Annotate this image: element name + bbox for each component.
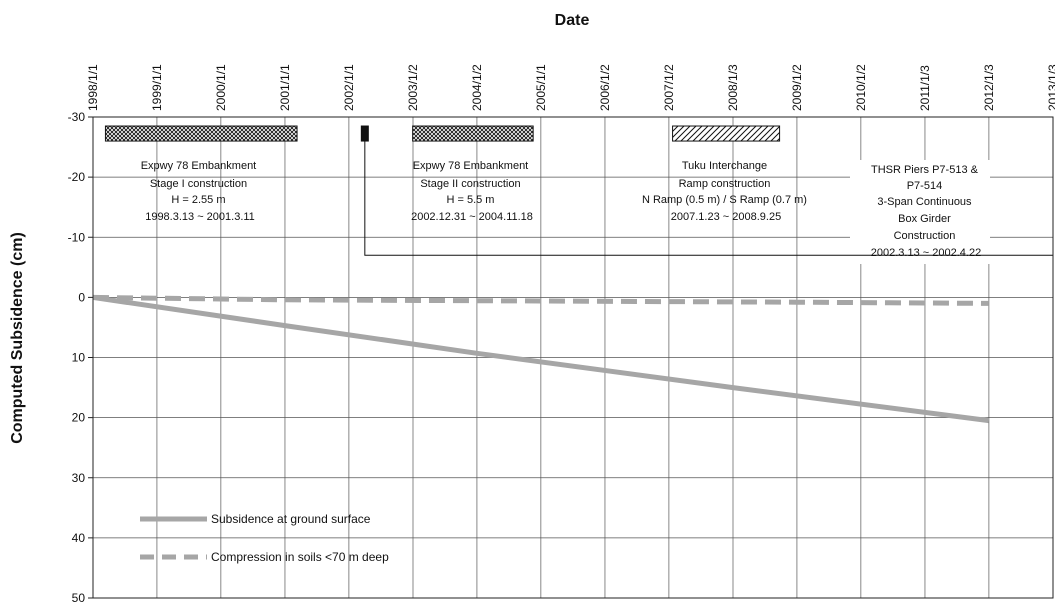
plot-frame bbox=[92, 116, 1054, 599]
x-tick-label: 2013/1/3 bbox=[1046, 64, 1055, 111]
x-tick-label: 2011/1/3 bbox=[918, 65, 932, 111]
thsr-leader-line bbox=[364, 141, 1053, 256]
x-tick-label: 2009/1/2 bbox=[790, 64, 804, 111]
x-tick-label: 2005/1/1 bbox=[534, 64, 548, 111]
annotation-tuku-line: N Ramp (0.5 m) / S Ramp (0.7 m) bbox=[642, 194, 807, 206]
x-tick-label: 2006/1/2 bbox=[598, 64, 612, 111]
annotation-stage2-line: H = 5.5 m bbox=[446, 194, 494, 206]
annotation-tuku: Tuku Interchange Ramp construction N Ram… bbox=[642, 160, 810, 223]
construction-bars bbox=[104, 125, 781, 142]
gridlines bbox=[88, 116, 1054, 599]
annotation-stage2-line: 2002.12.31 ~ 2004.11.18 bbox=[411, 211, 533, 223]
x-tick-label: 1998/1/1 bbox=[86, 64, 100, 111]
x-tick-label: 2012/1/3 bbox=[982, 64, 996, 111]
series-line-subsidence bbox=[92, 294, 990, 424]
x-tick-label: 2000/1/1 bbox=[214, 64, 228, 111]
annotation-thsr: THSR Piers P7-513 & P7-514 3-Span Contin… bbox=[871, 164, 981, 259]
annotation-thsr-line: THSR Piers P7-513 & bbox=[871, 164, 979, 176]
y-tick-label: 20 bbox=[72, 411, 86, 425]
series-lines bbox=[92, 294, 990, 424]
x-tick-label: 1999/1/1 bbox=[150, 64, 164, 111]
annotation-stage1-line: H = 2.55 m bbox=[171, 194, 225, 206]
x-tick-labels: 1998/1/1 1999/1/1 2000/1/1 2001/1/1 2002/1/1… bbox=[86, 64, 1055, 111]
y-tick-label: -30 bbox=[68, 110, 86, 124]
legend-label-compression: Compression in soils <70 m deep bbox=[211, 550, 389, 564]
annotation-stage1-line: 1998.3.13 ~ 2001.3.11 bbox=[145, 211, 255, 223]
x-tick-label: 2004/1/2 bbox=[470, 64, 484, 111]
construction-bar-stage2 bbox=[412, 125, 534, 142]
y-tick-label: 30 bbox=[72, 471, 86, 485]
x-tick-label: 2001/1/1 bbox=[278, 64, 292, 111]
annotation-thsr-line: Box Girder bbox=[898, 213, 951, 225]
leader-line bbox=[364, 141, 1053, 256]
construction-annotations: Expwy 78 Embankment Stage I construction… bbox=[141, 160, 990, 264]
legend-label-subsidence: Subsidence at ground surface bbox=[211, 512, 371, 526]
annotation-thsr-line: 2002.3.13 ~ 2002.4.22 bbox=[871, 247, 981, 259]
construction-bar-stage1 bbox=[104, 125, 298, 142]
legend: Subsidence at ground surface Compression… bbox=[140, 512, 389, 564]
series-line-compression bbox=[92, 294, 989, 306]
annotation-stage2-line: Stage II construction bbox=[420, 178, 520, 190]
annotation-stage2-line: Expwy 78 Embankment bbox=[413, 160, 529, 172]
x-tick-label: 2002/1/1 bbox=[342, 64, 356, 111]
x-tick-label: 2010/1/2 bbox=[854, 64, 868, 111]
annotation-thsr-line: 3-Span Continuous bbox=[877, 196, 972, 208]
y-tick-label: 50 bbox=[72, 591, 86, 603]
annotation-thsr-line: P7-514 bbox=[907, 180, 942, 192]
annotation-stage1: Expwy 78 Embankment Stage I construction… bbox=[141, 160, 260, 223]
y-tick-label: 10 bbox=[72, 351, 86, 365]
annotation-stage2: Expwy 78 Embankment Stage II constructio… bbox=[411, 160, 533, 223]
annotation-tuku-line: Ramp construction bbox=[679, 178, 771, 190]
x-tick-label: 2003/1/2 bbox=[406, 64, 420, 111]
x-tick-label: 2007/1/2 bbox=[662, 64, 676, 111]
y-tick-label: -20 bbox=[68, 170, 86, 184]
y-axis-title: Computed Subsidence (cm) bbox=[9, 232, 26, 444]
x-tick-label: 2008/1/3 bbox=[726, 64, 740, 111]
annotation-thsr-line: Construction bbox=[894, 230, 956, 242]
construction-bar-thsr bbox=[360, 125, 369, 142]
x-axis-title: Date bbox=[555, 12, 590, 29]
y-tick-label: -10 bbox=[68, 230, 86, 244]
annotation-stage1-line: Expwy 78 Embankment bbox=[141, 160, 257, 172]
construction-bar-tuku bbox=[672, 125, 781, 142]
annotation-tuku-line: Tuku Interchange bbox=[682, 160, 767, 172]
annotation-thsr-background bbox=[850, 160, 990, 264]
annotation-tuku-line: 2007.1.23 ~ 2008.9.25 bbox=[671, 211, 781, 223]
annotation-stage1-line: Stage I construction bbox=[150, 178, 247, 190]
y-tick-label: 40 bbox=[72, 531, 86, 545]
y-tick-labels: -30 -20 -10 0 10 20 30 40 50 bbox=[68, 110, 86, 603]
y-tick-label: 0 bbox=[78, 290, 85, 304]
